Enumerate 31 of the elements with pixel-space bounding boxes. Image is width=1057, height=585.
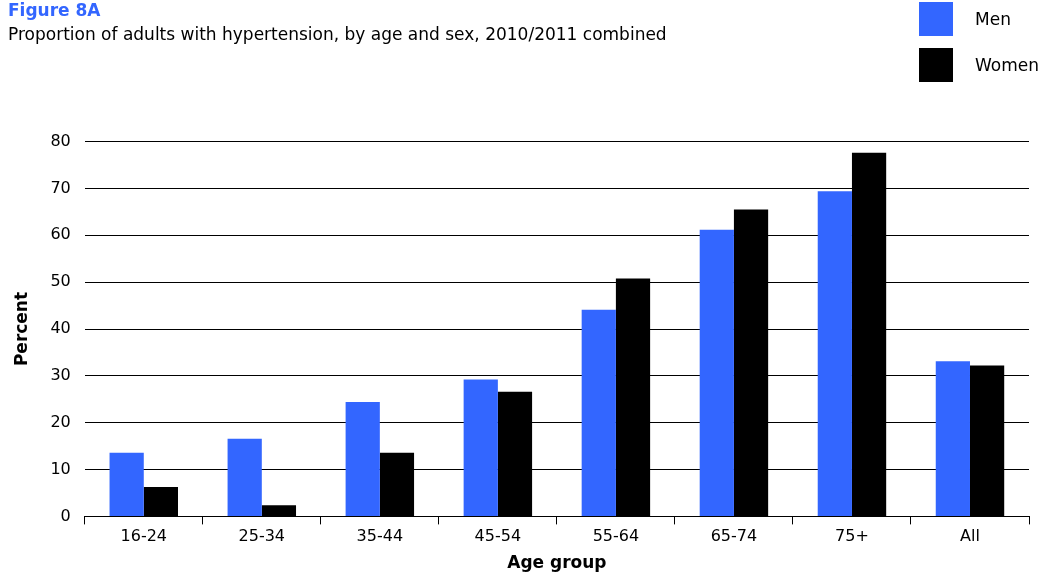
y-tick-label: 10 — [50, 458, 71, 478]
x-tick-label: 75+ — [835, 526, 869, 546]
y-tick-label: 30 — [50, 365, 71, 385]
bar — [463, 379, 498, 516]
bar — [227, 438, 262, 516]
y-tick-label: 0 — [60, 505, 71, 525]
legend-label: Women — [975, 55, 1040, 75]
bar — [581, 309, 616, 516]
chart-subtitle: Proportion of adults with hypertension, by age and sex, 2010/2011 combined — [8, 24, 667, 44]
x-tick-label: 35-44 — [356, 526, 404, 546]
legend-label: Men — [975, 9, 1012, 29]
y-tick-label: 80 — [50, 130, 71, 150]
chart-title: Figure 8A — [8, 0, 102, 20]
y-tick-label: 20 — [50, 411, 71, 431]
bar — [699, 229, 734, 516]
bar — [109, 452, 144, 516]
y-tick-label: 70 — [50, 177, 71, 197]
bar — [817, 191, 852, 516]
y-tick-label: 50 — [50, 271, 71, 291]
bar — [345, 402, 380, 516]
x-tick-label: All — [960, 526, 980, 546]
bar — [935, 361, 970, 516]
x-axis-title: Age group — [507, 552, 607, 573]
x-tick-label: 65-74 — [710, 526, 758, 546]
y-tick-label: 40 — [50, 318, 71, 338]
y-tick-label: 60 — [50, 224, 71, 244]
x-tick-label: 16-24 — [120, 526, 168, 546]
x-tick-label: 55-64 — [592, 526, 640, 546]
x-tick-label: 25-34 — [238, 526, 286, 546]
x-tick-label: 45-54 — [474, 526, 522, 546]
y-axis-title: Percent — [10, 291, 31, 367]
